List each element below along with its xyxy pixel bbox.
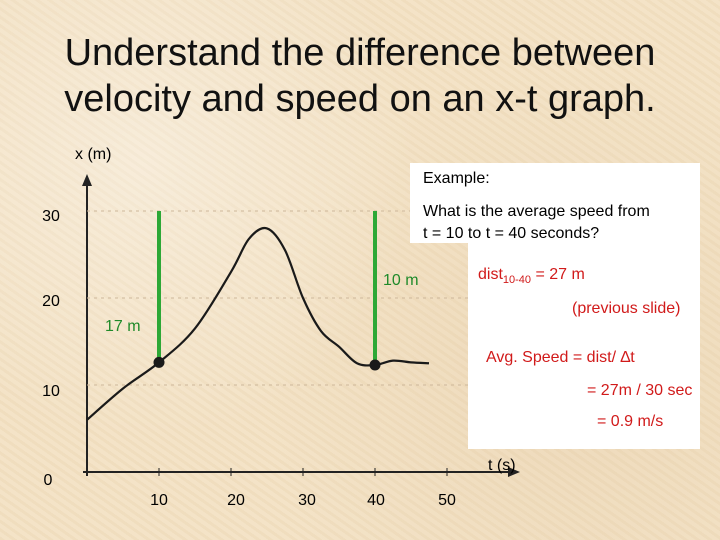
curve-markers (153, 356, 381, 371)
x-tick-label: 50 (438, 492, 456, 509)
x-axis-label: t (s) (488, 457, 516, 474)
position-curve (86, 226, 430, 421)
x-axis-arrow (508, 467, 520, 477)
avg-speed-substitution: = 27m / 30 sec (587, 382, 693, 399)
segment-label-10m: 10 m (383, 272, 419, 289)
example-question-line2: t = 10 to t = 40 seconds? (423, 225, 600, 242)
avg-speed-result: = 0.9 m/s (597, 413, 664, 430)
distance-equation: dist10-40 = 27 m (478, 266, 585, 287)
y-tick-label: 20 (42, 293, 60, 310)
x-tick-label: 20 (227, 492, 245, 509)
xt-curve-line (86, 226, 430, 421)
example-question-line1: What is the average speed from (423, 203, 650, 220)
y-axis-label: x (m) (75, 146, 112, 163)
slide-title: Understand the difference between veloci… (64, 32, 656, 120)
curve-marker-point (153, 356, 165, 368)
x-tick-label: 40 (367, 492, 385, 509)
y-axis-arrow (82, 174, 92, 186)
distance-segments (157, 211, 377, 365)
previous-slide-note: (previous slide) (572, 300, 681, 317)
segment-label-17m: 17 m (105, 318, 141, 335)
graph-axes (82, 174, 520, 477)
y-tick-label: 30 (42, 208, 60, 225)
x-tick-label: 10 (150, 492, 168, 509)
x-tick-label: 30 (298, 492, 316, 509)
y-tick-label: 10 (42, 383, 60, 400)
example-panel (410, 163, 700, 243)
avg-speed-formula: Avg. Speed = dist/ ∆t (486, 349, 635, 366)
y-tick-label: 0 (43, 472, 53, 489)
example-heading: Example: (423, 170, 490, 187)
calculation-panel (468, 243, 700, 449)
curve-marker-point (369, 359, 381, 371)
